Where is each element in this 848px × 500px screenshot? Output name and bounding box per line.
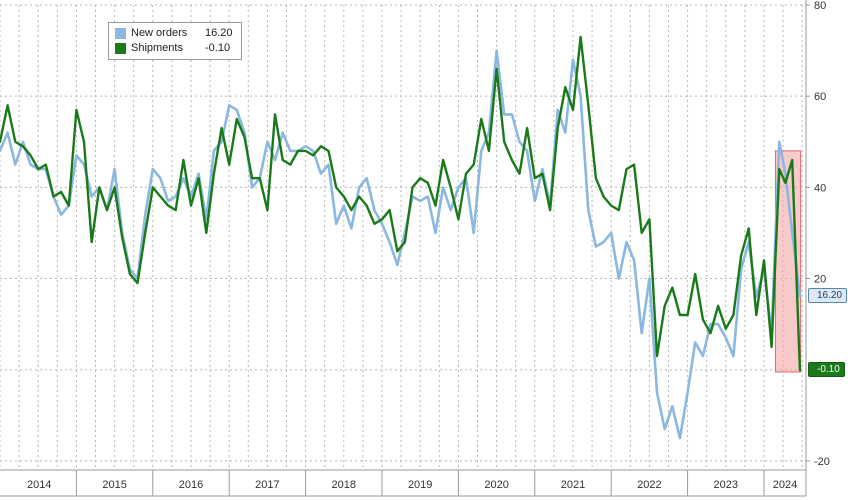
x-tick-label: 2018: [332, 479, 356, 491]
legend: New orders 16.20 Shipments -0.10: [108, 22, 242, 60]
legend-swatch-shipments: [115, 43, 126, 54]
y-tick-label: 20: [814, 274, 826, 286]
legend-swatch-new-orders: [115, 28, 126, 39]
last-value-tag-shipments: -0.10: [808, 362, 845, 378]
y-tick-label: 40: [814, 182, 826, 194]
x-tick-label: 2020: [484, 479, 508, 491]
series-layer: [0, 35, 802, 440]
legend-label-shipments: Shipments: [131, 42, 183, 54]
x-tick-label: 2021: [561, 479, 585, 491]
y-tick-label: 80: [814, 0, 826, 12]
x-tick-label: 2014: [27, 479, 51, 491]
x-tick-label: 2015: [102, 479, 126, 491]
legend-value-shipments: -0.10: [205, 42, 231, 54]
grid-lines: [0, 4, 806, 470]
y-tick-label: 60: [814, 91, 826, 103]
legend-entry-new-orders: New orders 16.20: [115, 26, 233, 41]
y-tick-label: -20: [814, 456, 830, 468]
legend-label-new-orders: New orders: [131, 27, 188, 39]
x-tick-label: 2022: [637, 479, 661, 491]
legend-value-new-orders: 16.20: [205, 27, 233, 39]
series-line-shipments: [0, 35, 802, 372]
last-value-tag-new-orders: 16.20: [808, 287, 848, 303]
x-tick-label: 2023: [714, 479, 738, 491]
legend-entry-shipments: Shipments -0.10: [115, 41, 233, 56]
axes-layer: 80 60 40 20 -20 2014 2015 2016 2017 2018 2019 2020 2…: [0, 0, 830, 497]
x-tick-label: 2019: [408, 479, 432, 491]
x-tick-label: 2016: [179, 479, 203, 491]
x-tick-label: 2017: [255, 479, 279, 491]
series-line-new-orders: [0, 49, 802, 440]
x-tick-label: 2024: [773, 479, 797, 491]
